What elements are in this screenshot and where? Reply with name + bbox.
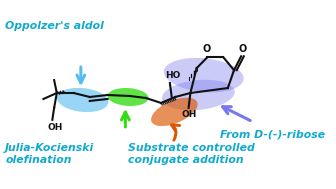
Ellipse shape xyxy=(151,98,198,126)
Text: OH: OH xyxy=(181,110,197,119)
Text: O: O xyxy=(202,44,211,54)
Text: Substrate controlled
conjugate addition: Substrate controlled conjugate addition xyxy=(128,143,255,165)
FancyArrowPatch shape xyxy=(172,125,180,140)
Ellipse shape xyxy=(57,88,109,112)
Text: Oppolzer's aldol: Oppolzer's aldol xyxy=(5,21,104,31)
Text: O: O xyxy=(239,44,247,54)
Ellipse shape xyxy=(164,58,244,92)
Ellipse shape xyxy=(108,88,149,106)
Text: Julia-Kocienski
olefination: Julia-Kocienski olefination xyxy=(5,143,94,165)
Text: OH: OH xyxy=(47,123,62,132)
Text: From D-(-)-ribose: From D-(-)-ribose xyxy=(220,130,325,140)
Ellipse shape xyxy=(162,80,235,110)
Text: HO: HO xyxy=(165,71,181,80)
